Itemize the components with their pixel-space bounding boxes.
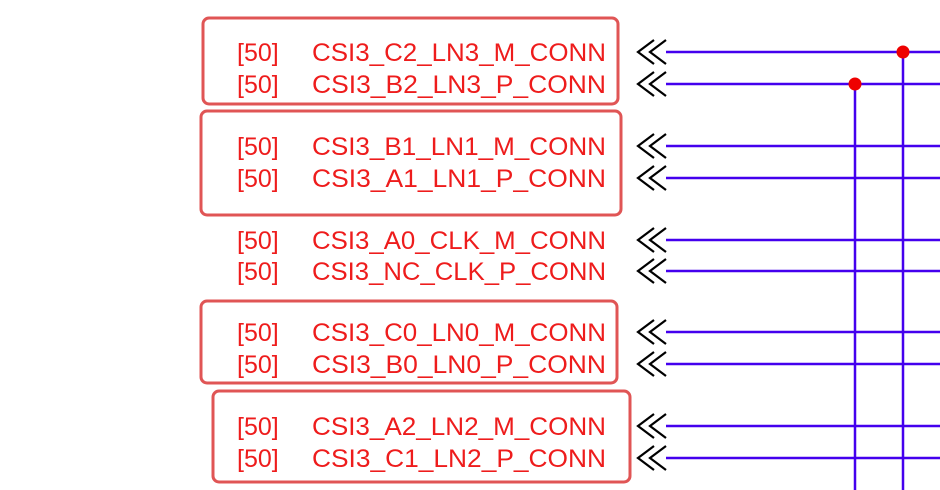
net-ref: [50] (237, 133, 279, 161)
net-name[interactable]: CSI3_B1_LN1_M_CONN (312, 133, 606, 161)
offpage-connector-icon (636, 258, 667, 284)
net-group-box-1 (201, 16, 620, 106)
net-ref: [50] (237, 165, 279, 193)
net-group-box-2 (199, 109, 623, 217)
junctions (848, 45, 910, 91)
net-labels: [50] CSI3_C2_LN3_M_CONN [50] CSI3_B2_LN3_P_… (237, 39, 606, 473)
offpage-connector-icon (636, 227, 667, 253)
offpage-connector-icon (636, 351, 667, 377)
net-ref: [50] (237, 319, 279, 347)
net-name[interactable]: CSI3_C1_LN2_P_CONN (312, 445, 606, 473)
net-name[interactable]: CSI3_C0_LN0_M_CONN (312, 319, 606, 347)
offpage-connectors (636, 39, 667, 471)
net-name[interactable]: CSI3_B2_LN3_P_CONN (312, 71, 606, 99)
net-ref: [50] (237, 227, 279, 255)
offpage-connector-icon (636, 133, 667, 159)
net-ref: [50] (237, 39, 279, 67)
net-ref: [50] (237, 413, 279, 441)
net-group-boxes (199, 16, 632, 484)
net-ref: [50] (237, 258, 279, 286)
wires (666, 50, 940, 490)
net-ref: [50] (237, 351, 279, 379)
net-group-box-4 (199, 299, 619, 385)
net-ref: [50] (237, 445, 279, 473)
junction-dot (896, 45, 910, 59)
offpage-connector-icon (636, 39, 667, 65)
junction-dot (848, 77, 862, 91)
net-name[interactable]: CSI3_A2_LN2_M_CONN (312, 413, 606, 441)
offpage-connector-icon (636, 413, 667, 439)
net-name[interactable]: CSI3_B0_LN0_P_CONN (312, 351, 606, 379)
net-ref: [50] (237, 71, 279, 99)
net-name[interactable]: CSI3_A1_LN1_P_CONN (312, 165, 606, 193)
offpage-connector-icon (636, 319, 667, 345)
offpage-connector-icon (636, 445, 667, 471)
net-name[interactable]: CSI3_NC_CLK_P_CONN (312, 258, 606, 286)
net-name[interactable]: CSI3_A0_CLK_M_CONN (312, 227, 606, 255)
net-name[interactable]: CSI3_C2_LN3_M_CONN (312, 39, 606, 67)
offpage-connector-icon (636, 71, 667, 97)
offpage-connector-icon (636, 165, 667, 191)
net-group-box-5 (211, 389, 632, 484)
